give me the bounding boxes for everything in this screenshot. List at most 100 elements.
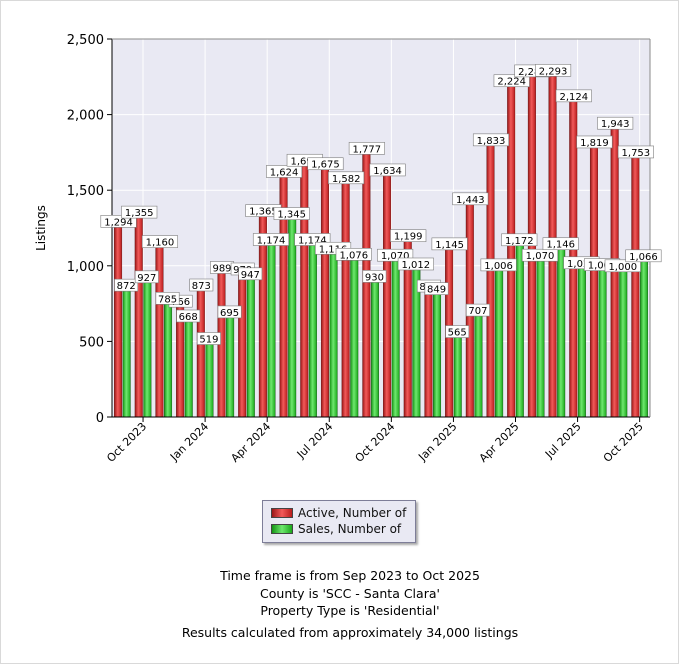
data-label-box-sales (480, 258, 517, 272)
data-label-sales: 1,076 (339, 250, 368, 261)
data-label-sales: 930 (365, 272, 384, 283)
bar-sales (226, 311, 235, 418)
data-label-box-sales (465, 303, 490, 317)
data-label-sales: 695 (220, 308, 239, 319)
data-label-box-active (390, 229, 427, 243)
bar-sales (536, 255, 545, 418)
bar-sales (557, 243, 566, 418)
data-label-box-sales (542, 237, 579, 251)
legend-item-sales: Sales, Number of (271, 521, 407, 537)
bar-sales (391, 255, 400, 418)
data-label-box-sales (424, 282, 449, 295)
data-label-sales: 1,000 (608, 262, 637, 273)
caption-property-type: Property Type is 'Residential' (260, 603, 440, 618)
data-label-active: 1,365 (249, 207, 278, 218)
data-label-box-active (597, 116, 634, 130)
data-label-active: 1,624 (270, 167, 299, 178)
bar-active (631, 151, 640, 418)
data-label-box-active (493, 74, 530, 88)
bar-sales (495, 264, 504, 418)
bar-sales (267, 239, 276, 418)
data-label-active: 1,675 (311, 160, 340, 171)
data-label-sales: 1,012 (402, 260, 431, 271)
y-tick-label: 2,000 (67, 109, 104, 124)
data-label-active: 2,289 (518, 67, 547, 78)
data-label-box-active (307, 157, 344, 171)
bar-active (196, 284, 205, 418)
data-label-sales: 849 (427, 285, 446, 296)
data-label-active: 766 (171, 297, 190, 308)
data-label-sales: 1,070 (381, 251, 410, 262)
data-label-sales: 1,174 (257, 235, 286, 246)
data-label-sales: 1,006 (484, 261, 513, 272)
data-label-box-sales (196, 332, 221, 345)
data-label-sales: 1,066 (629, 252, 658, 263)
data-label-sales: 1,345 (277, 210, 306, 221)
data-label-active: 1,777 (353, 144, 382, 155)
legend: Active, Number of Sales, Number of (262, 500, 416, 543)
bar-sales (474, 309, 483, 418)
data-label-box-sales (604, 259, 641, 273)
x-tick-label: Oct 2025 (601, 420, 646, 465)
x-tick-label: Oct 2023 (104, 420, 149, 465)
data-label-box-active (189, 278, 214, 292)
bar-active (238, 268, 247, 418)
data-label-box-active (328, 171, 365, 185)
x-tick-label: Oct 2024 (353, 420, 398, 465)
data-label-active: 989 (212, 263, 231, 274)
bar-active (300, 160, 309, 418)
bar-sales (184, 315, 193, 418)
y-tick-label: 2,500 (67, 33, 104, 48)
data-label-box-sales (501, 233, 538, 247)
data-label-active: 1,833 (477, 136, 506, 147)
bar-active (341, 177, 350, 418)
caption-listing-count: Results calculated from approximately 34… (181, 625, 519, 640)
data-label-sales: 927 (137, 273, 156, 284)
bar-active (569, 95, 578, 418)
data-label-sales: 519 (199, 335, 218, 346)
data-label-box-sales (335, 248, 372, 261)
y-axis-title: Listings (34, 205, 48, 251)
bar-active (589, 141, 598, 418)
data-label-active: 1,199 (394, 232, 423, 243)
bar-active (155, 241, 164, 418)
bar-active (507, 80, 516, 418)
data-label-box-active (617, 145, 654, 159)
bar-sales (143, 276, 152, 418)
x-tick-label: Jan 2024 (167, 420, 211, 464)
bar-sales (164, 298, 173, 418)
data-label-active: 2,293 (539, 66, 568, 77)
bar-active (114, 221, 123, 418)
data-label-box-sales (397, 257, 434, 271)
data-label-sales: 1,146 (546, 240, 575, 251)
data-label-box-sales (362, 270, 387, 283)
legend-item-active: Active, Number of (271, 505, 407, 521)
data-label-box-active (141, 235, 178, 248)
bar-sales (639, 255, 648, 418)
data-label-active: 2,224 (497, 77, 526, 88)
data-label-box-active (535, 63, 572, 77)
data-label-box-active (348, 142, 385, 155)
data-label-sales: 785 (158, 294, 177, 305)
caption-county: County is 'SCC - Santa Clara' (260, 586, 440, 601)
y-tick-label: 1,000 (67, 260, 104, 275)
data-label-box-active (266, 165, 303, 178)
data-label-box-active (121, 205, 158, 219)
data-label-sales: 872 (117, 281, 136, 292)
x-tick-label: Apr 2024 (228, 420, 273, 465)
data-label-box-sales (217, 305, 242, 319)
data-label-active: 1,355 (125, 208, 154, 219)
x-tick-label: Jan 2025 (415, 420, 459, 464)
data-label-active: 1,443 (456, 195, 485, 206)
bar-sales (598, 264, 607, 418)
data-label-sales: 1,008 (588, 261, 617, 272)
y-tick-label: 1,500 (67, 184, 104, 199)
x-tick-label: Apr 2025 (477, 420, 522, 465)
data-label-active: 1,145 (435, 240, 464, 251)
data-label-sales: 1,020 (567, 259, 596, 270)
data-label-sales: 1,116 (319, 244, 348, 255)
data-label-box-active (472, 133, 510, 147)
caption-time-frame: Time frame is from Sep 2023 to Oct 2025 (220, 568, 480, 583)
bar-sales (246, 273, 255, 418)
data-label-active: 873 (192, 281, 211, 292)
